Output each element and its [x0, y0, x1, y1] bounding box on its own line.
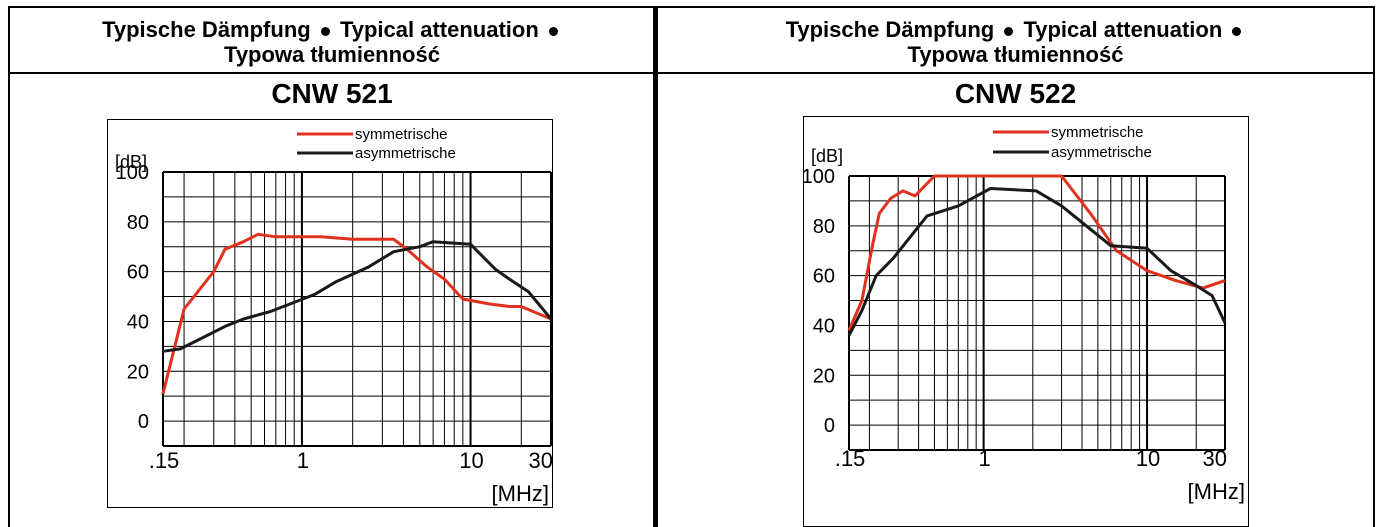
heading-polish: Typowa tłumienność [907, 42, 1124, 67]
y-tick-label: 80 [813, 216, 835, 238]
chart-frame [107, 119, 553, 508]
y-tick-label: 20 [127, 361, 149, 383]
legend-label: symmetrische [355, 126, 448, 143]
y-axis-label: [dB] [115, 152, 147, 172]
column-divider [653, 8, 658, 527]
chart-frame [803, 116, 1249, 527]
bullet-icon [1232, 26, 1242, 36]
bullet-icon [548, 26, 558, 36]
heading-english: Typical attenuation [339, 17, 539, 42]
legend-label: asymmetrische [1051, 144, 1152, 161]
x-tick-label: 30 [1203, 446, 1227, 471]
x-tick-label: 1 [979, 446, 991, 471]
y-tick-label: 20 [813, 365, 835, 387]
series-line-asymmetrische [847, 187, 1227, 337]
y-axis-label: [dB] [811, 146, 843, 166]
series-line-asymmetrische [162, 240, 553, 353]
y-tick-label: 100 [116, 162, 149, 184]
panel-cnw-522: Typische Dämpfung Typical attenuation Ty… [658, 8, 1373, 527]
x-tick-label: 30 [529, 448, 553, 473]
x-tick-label: 1 [297, 448, 309, 473]
heading-german: Typische Dämpfung [102, 17, 311, 42]
heading-polish: Typowa tłumienność [224, 42, 440, 67]
x-tick-label: .15 [835, 446, 866, 471]
y-tick-label: 60 [813, 266, 835, 288]
panel-heading: Typische Dämpfung Typical attenuation Ty… [658, 8, 1373, 74]
legend-label: asymmetrische [355, 145, 456, 162]
x-tick-label: .15 [149, 448, 180, 473]
y-tick-label: 40 [127, 311, 149, 333]
bullet-icon [1004, 26, 1014, 36]
panel-cnw-521: Typische Dämpfung Typical attenuation Ty… [10, 8, 654, 527]
series-line-symmetrische [847, 174, 1226, 331]
model-title: CNW 522 [954, 78, 1077, 109]
attenuation-chart-cnw-521: 0 20 40 60 80 100 .15 1 10 30 [dB] [MHz] symmetrisch… [107, 119, 553, 508]
y-tick-label: 60 [127, 262, 149, 284]
x-tick-label: 10 [1136, 446, 1160, 471]
bullet-icon [320, 26, 330, 36]
y-tick-label: 0 [138, 411, 149, 433]
y-tick-label: 80 [127, 212, 149, 234]
series-line-symmetrische [161, 232, 552, 395]
panel-heading: Typische Dämpfung Typical attenuation Ty… [10, 8, 654, 74]
datasheet-table: Typische Dämpfung Typical attenuation Ty… [8, 6, 1375, 527]
x-axis-label: [MHz] [492, 481, 549, 506]
attenuation-chart-cnw-522: 0 20 40 60 80 100 .15 1 10 30 [dB] [MHz] symmetrisch… [802, 116, 1249, 527]
y-tick-label: 100 [802, 166, 835, 188]
y-tick-label: 0 [824, 415, 835, 437]
legend-label: symmetrische [1051, 124, 1144, 141]
x-tick-label: 10 [459, 448, 483, 473]
heading-english: Typical attenuation [1023, 17, 1223, 42]
x-axis-label: [MHz] [1188, 479, 1245, 504]
heading-german: Typische Dämpfung [785, 17, 995, 42]
model-title: CNW 521 [271, 78, 393, 109]
y-tick-label: 40 [813, 315, 835, 337]
